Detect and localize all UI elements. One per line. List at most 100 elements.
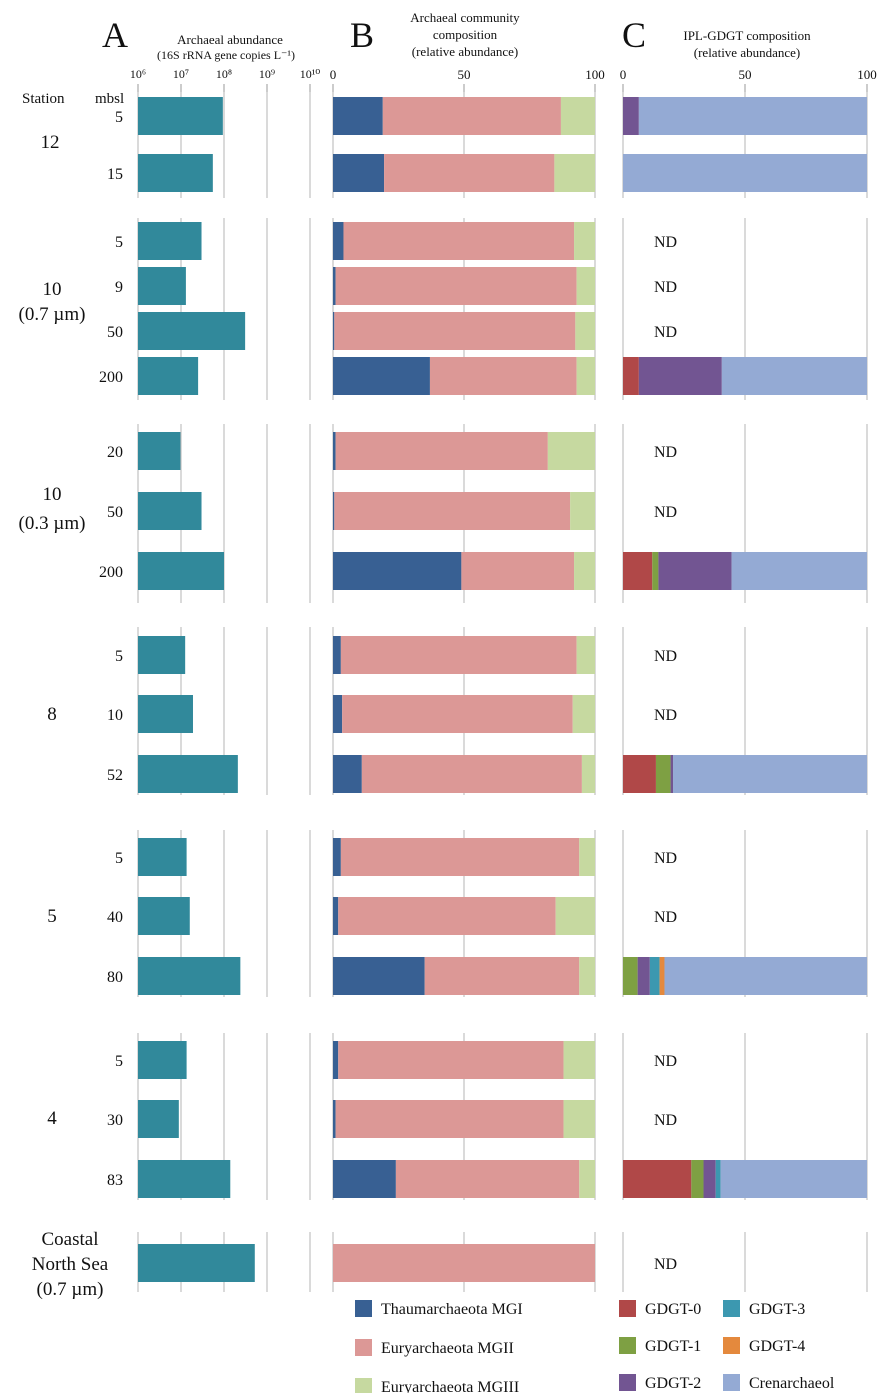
not-detected-label: ND <box>654 1256 677 1273</box>
community-bar-segment <box>576 267 595 305</box>
not-detected-label: ND <box>654 1112 677 1129</box>
community-bar-segment <box>333 357 430 395</box>
gdgt-bar-segment <box>658 552 732 590</box>
community-bar-segment <box>333 695 343 733</box>
depth-label: 50 <box>107 324 123 341</box>
legend-label: Euryarchaeota MGIII <box>381 1379 519 1393</box>
depth-label: 200 <box>99 369 123 386</box>
abundance-bar <box>138 492 202 530</box>
abundance-bar <box>138 432 181 470</box>
abundance-bar <box>138 957 241 995</box>
gdgt-bar-segment <box>638 357 722 395</box>
panel-c-bars: ND ND ND ND ND ND ND ND ND ND ND ND <box>623 97 867 1273</box>
community-bar-segment <box>563 1100 595 1138</box>
gdgt-bar-segment <box>731 552 867 590</box>
station-label: 5 <box>47 906 57 927</box>
community-bar-segment <box>333 1100 336 1138</box>
panel-b-letter: B <box>350 15 374 55</box>
station-label: 8 <box>47 704 57 725</box>
community-bar-segment <box>333 1244 595 1282</box>
abundance-bar <box>138 357 199 395</box>
panel-a-tick-label: 10¹⁰ <box>300 67 321 81</box>
abundance-bar <box>138 267 186 305</box>
legend-label: GDGT-1 <box>645 1338 701 1355</box>
gdgt-bar-segment <box>715 1160 721 1198</box>
gdgt-bar-segment <box>623 97 639 135</box>
community-bar-segment <box>572 695 595 733</box>
community-bar-segment <box>340 838 580 876</box>
community-bar-segment <box>333 492 335 530</box>
legend-swatch <box>619 1300 636 1317</box>
panel-a-tick-label: 10⁹ <box>259 67 275 81</box>
abundance-bar <box>138 97 223 135</box>
depth-label: 80 <box>107 969 123 986</box>
legend-label: GDGT-3 <box>749 1301 805 1318</box>
panel-c-tick-label: 0 <box>620 67 627 82</box>
legend-swatch <box>355 1339 372 1356</box>
station-label: 10 <box>43 484 62 505</box>
community-bar-segment <box>461 552 575 590</box>
community-bar-segment <box>575 312 595 350</box>
gdgt-bar-segment <box>637 957 650 995</box>
gdgt-bar-segment <box>623 154 867 192</box>
community-bar-segment <box>547 432 595 470</box>
community-bar-segment <box>424 957 580 995</box>
abundance-bar <box>138 154 213 192</box>
community-bar-segment <box>581 755 595 793</box>
legend-swatch <box>723 1374 740 1391</box>
depth-label: 5 <box>115 234 123 251</box>
abundance-bar <box>138 897 190 935</box>
depth-label: 20 <box>107 444 123 461</box>
depth-label: 50 <box>107 504 123 521</box>
legend-swatch <box>355 1300 372 1317</box>
station-label: Coastal <box>42 1229 99 1250</box>
gdgt-bar-segment <box>652 552 659 590</box>
gdgt-bar-segment <box>721 357 867 395</box>
community-bar-segment <box>333 552 462 590</box>
panel-b-axis-ticks: 0 50 100 <box>330 67 605 82</box>
community-bar-segment <box>576 636 595 674</box>
panel-c-tick-label: 100 <box>857 67 877 82</box>
abundance-bar <box>138 695 193 733</box>
community-bar-segment <box>333 755 362 793</box>
panel-a-tick-label: 10⁷ <box>173 67 189 81</box>
depth-label: 5 <box>115 850 123 867</box>
panel-c-letter: C <box>622 15 646 55</box>
community-bar-segment <box>335 432 548 470</box>
legend-label: Crenarchaeol <box>749 1375 835 1392</box>
not-detected-label: ND <box>654 324 677 341</box>
community-bar-segment <box>338 1041 564 1079</box>
community-bar-segment <box>574 222 595 260</box>
community-bar-segment <box>342 695 573 733</box>
depth-label: 5 <box>115 109 123 126</box>
community-bar-segment <box>382 97 561 135</box>
panel-c-title-line1: IPL-GDGT composition <box>683 28 811 43</box>
community-bar-segment <box>333 267 336 305</box>
panel-c-axis-ticks: 0 50 100 <box>620 67 877 82</box>
abundance-bar <box>138 1100 179 1138</box>
community-bar-segment <box>333 1160 396 1198</box>
legend-community: Thaumarchaeota MGI Euryarchaeota MGII Eury… <box>355 1300 523 1393</box>
station-label: (0.7 µm) <box>19 304 86 325</box>
gdgt-bar-segment <box>638 97 867 135</box>
not-detected-label: ND <box>654 1053 677 1070</box>
panel-a-title-line1: Archaeal abundance <box>177 32 283 47</box>
not-detected-label: ND <box>654 504 677 521</box>
abundance-bar <box>138 838 187 876</box>
depth-header: mbsl <box>95 91 124 107</box>
legend-swatch <box>619 1337 636 1354</box>
community-bar-segment <box>554 154 595 192</box>
depth-label: 52 <box>107 767 123 784</box>
gdgt-bar-segment <box>623 755 656 793</box>
panel-a-letter: A <box>102 15 128 55</box>
community-bar-segment <box>333 432 336 470</box>
depth-label: 5 <box>115 1053 123 1070</box>
community-bar-segment <box>395 1160 580 1198</box>
gdgt-bar-segment <box>664 957 867 995</box>
abundance-bar <box>138 636 186 674</box>
gdgt-bar-segment <box>623 957 638 995</box>
community-bar-segment <box>429 357 577 395</box>
community-bar-segment <box>338 897 556 935</box>
not-detected-label: ND <box>654 648 677 665</box>
gdgt-bar-segment <box>623 552 653 590</box>
